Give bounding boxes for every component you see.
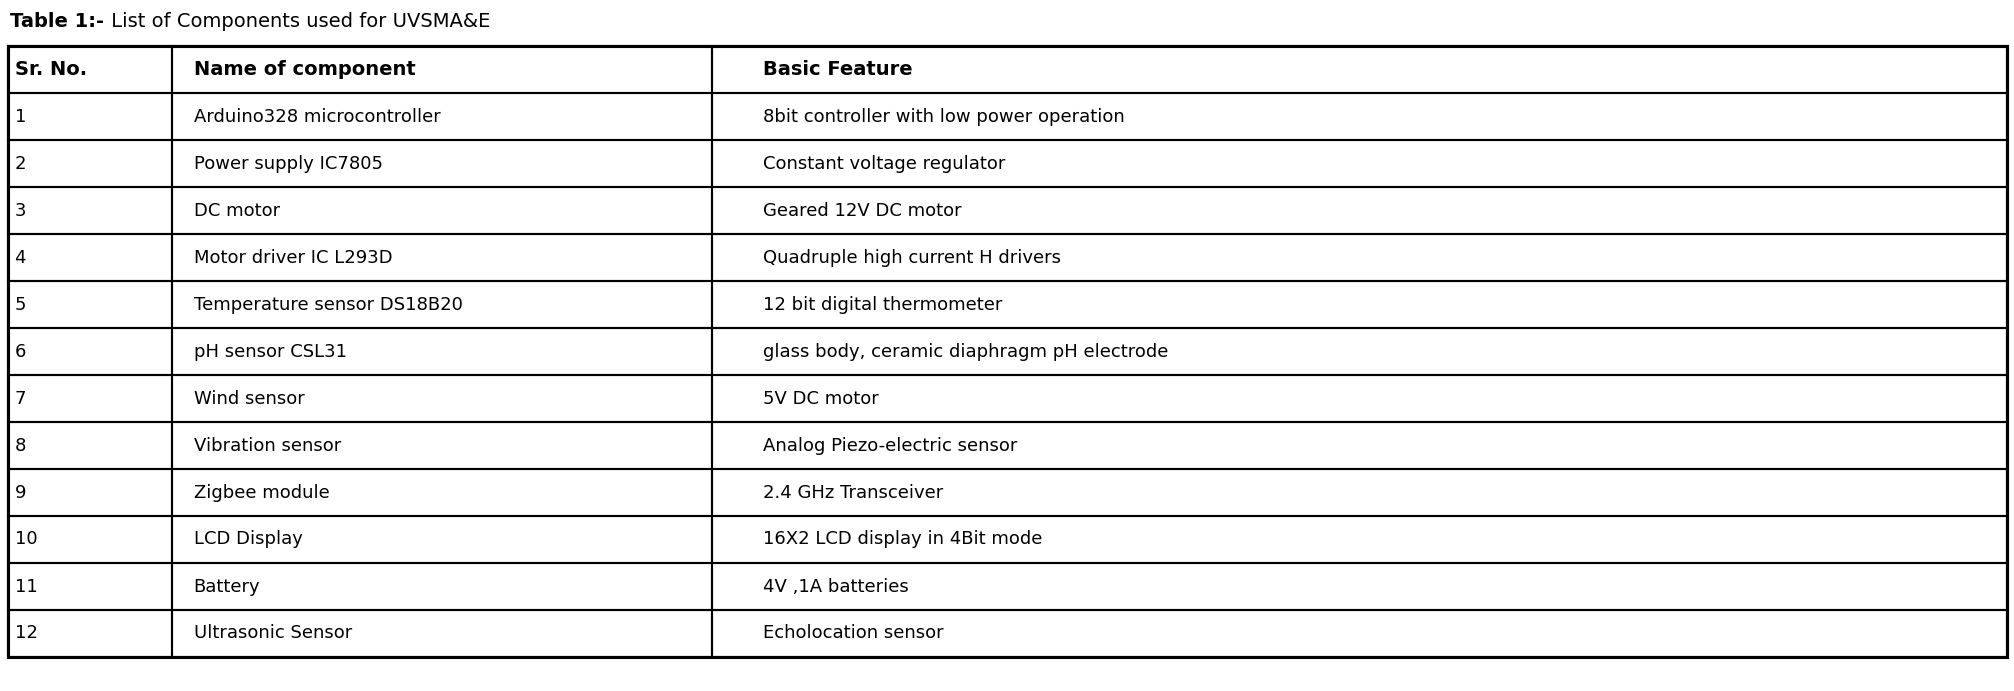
Bar [171, 328, 711, 375]
Bar [711, 46, 2006, 93]
Text: pH sensor CSL31: pH sensor CSL31 [193, 343, 346, 361]
Bar [711, 234, 2006, 281]
Text: Basic Feature: Basic Feature [763, 60, 912, 79]
Text: 6: 6 [14, 343, 26, 361]
Bar [711, 469, 2006, 516]
Text: Zigbee module: Zigbee module [193, 484, 328, 502]
Bar [171, 563, 711, 610]
Text: 7: 7 [14, 390, 26, 408]
Text: Analog Piezo-electric sensor: Analog Piezo-electric sensor [763, 437, 1017, 455]
Bar [8, 328, 171, 375]
Text: Vibration sensor: Vibration sensor [193, 437, 340, 455]
Bar [171, 46, 711, 93]
Text: Motor driver IC L293D: Motor driver IC L293D [193, 249, 393, 267]
Bar [8, 93, 171, 140]
Bar [711, 610, 2006, 657]
Text: 5: 5 [14, 296, 26, 314]
Text: Echolocation sensor: Echolocation sensor [763, 625, 945, 643]
Text: Constant voltage regulator: Constant voltage regulator [763, 155, 1005, 173]
Text: 10: 10 [14, 531, 36, 549]
Bar [711, 516, 2006, 563]
Text: 11: 11 [14, 578, 38, 596]
Bar [8, 140, 171, 187]
Text: Battery: Battery [193, 578, 260, 596]
Bar [171, 516, 711, 563]
Text: 12: 12 [14, 625, 38, 643]
Text: Table 1:-: Table 1:- [10, 12, 105, 31]
Bar [8, 610, 171, 657]
Bar [711, 375, 2006, 422]
Text: Geared 12V DC motor: Geared 12V DC motor [763, 202, 961, 220]
Text: 12 bit digital thermometer: 12 bit digital thermometer [763, 296, 1003, 314]
Text: 3: 3 [14, 202, 26, 220]
Bar [8, 469, 171, 516]
Bar [171, 610, 711, 657]
Text: 2: 2 [14, 155, 26, 173]
Bar [711, 93, 2006, 140]
Bar [711, 187, 2006, 234]
Text: 1: 1 [14, 108, 26, 126]
Text: 4V ,1A batteries: 4V ,1A batteries [763, 578, 908, 596]
Bar [8, 46, 171, 93]
Text: 2.4 GHz Transceiver: 2.4 GHz Transceiver [763, 484, 943, 502]
Text: Wind sensor: Wind sensor [193, 390, 304, 408]
Bar [171, 375, 711, 422]
Text: Temperature sensor DS18B20: Temperature sensor DS18B20 [193, 296, 461, 314]
Text: 8bit controller with low power operation: 8bit controller with low power operation [763, 108, 1124, 126]
Bar [171, 187, 711, 234]
Text: 8: 8 [14, 437, 26, 455]
Bar [171, 93, 711, 140]
Bar [8, 46, 2006, 657]
Text: glass body, ceramic diaphragm pH electrode: glass body, ceramic diaphragm pH electro… [763, 343, 1168, 361]
Bar [171, 281, 711, 328]
Bar [8, 563, 171, 610]
Text: 9: 9 [14, 484, 26, 502]
Bar [711, 328, 2006, 375]
Text: Arduino328 microcontroller: Arduino328 microcontroller [193, 108, 439, 126]
Bar [171, 140, 711, 187]
Text: LCD Display: LCD Display [193, 531, 302, 549]
Bar [8, 187, 171, 234]
Bar [711, 563, 2006, 610]
Bar [171, 469, 711, 516]
Text: Power supply IC7805: Power supply IC7805 [193, 155, 383, 173]
Text: 4: 4 [14, 249, 26, 267]
Text: DC motor: DC motor [193, 202, 280, 220]
Bar [8, 281, 171, 328]
Text: Ultrasonic Sensor: Ultrasonic Sensor [193, 625, 352, 643]
Bar [8, 234, 171, 281]
Text: Quadruple high current H drivers: Quadruple high current H drivers [763, 249, 1061, 267]
Text: List of Components used for UVSMA&E: List of Components used for UVSMA&E [105, 12, 489, 31]
Text: Sr. No.: Sr. No. [14, 60, 87, 79]
Text: 5V DC motor: 5V DC motor [763, 390, 878, 408]
Bar [711, 140, 2006, 187]
Bar [8, 422, 171, 469]
Bar [8, 375, 171, 422]
Bar [711, 281, 2006, 328]
Text: 16X2 LCD display in 4Bit mode: 16X2 LCD display in 4Bit mode [763, 531, 1043, 549]
Bar [711, 422, 2006, 469]
Text: Name of component: Name of component [193, 60, 415, 79]
Bar [8, 516, 171, 563]
Bar [171, 422, 711, 469]
Bar [171, 234, 711, 281]
